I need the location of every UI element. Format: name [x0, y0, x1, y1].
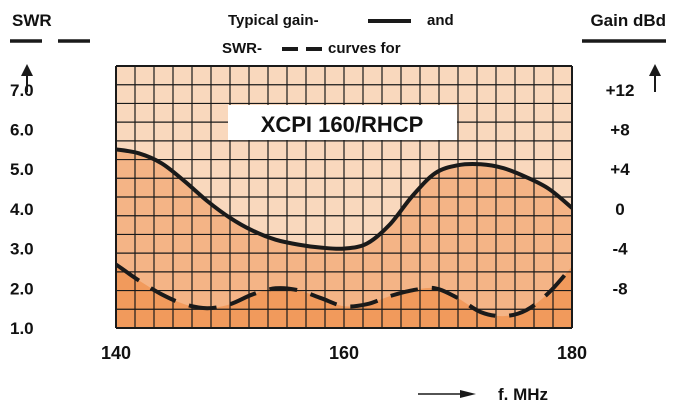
title-line-2: SWR-: [222, 40, 262, 57]
frequency-arrow: [418, 390, 476, 398]
gain-tick-label: +12: [606, 81, 635, 100]
title-line-2-suffix: curves for: [328, 40, 401, 57]
title-line-1: Typical gain-: [228, 12, 319, 29]
curves: [116, 147, 572, 319]
gain-axis-label: Gain dBd: [590, 11, 666, 30]
swr-tick-label: 2.0: [10, 279, 34, 298]
swr-tick-label: 6.0: [10, 121, 34, 140]
swr-up-arrow: [21, 64, 33, 92]
gain-up-arrow: [649, 64, 661, 92]
swr-tick-label: 7.0: [10, 81, 34, 100]
swr-tick-label: 3.0: [10, 240, 34, 259]
swr-curve: [116, 262, 572, 319]
frequency-axis-label: f. MHz: [498, 385, 548, 403]
gain-tick-label: 0: [615, 200, 624, 219]
swr-tick-label: 5.0: [10, 160, 34, 179]
frequency-tick-label: 160: [329, 343, 359, 363]
frequency-tick-labels: 140 160 180: [101, 343, 587, 363]
gain-tick-label: -8: [612, 279, 627, 298]
swr-tick-label: 4.0: [10, 200, 34, 219]
frequency-tick-label: 140: [101, 343, 131, 363]
title-line-1-suffix: and: [427, 12, 454, 29]
frequency-tick-label: 180: [557, 343, 587, 363]
gain-tick-labels: +12 +8 +4 0 -4 -8: [606, 81, 635, 298]
inner-title-box: [228, 105, 457, 140]
swr-tick-label: 1.0: [10, 319, 34, 338]
gain-tick-label: +4: [610, 160, 630, 179]
swr-axis-label: SWR: [12, 11, 52, 30]
gain-tick-label: -4: [612, 240, 628, 259]
swr-tick-labels: 7.0 6.0 5.0 4.0 3.0 2.0 1.0: [10, 81, 34, 338]
gain-curve: [116, 147, 572, 251]
gain-tick-label: +8: [610, 121, 629, 140]
inner-title: XCPI 160/RHCP: [261, 112, 424, 137]
